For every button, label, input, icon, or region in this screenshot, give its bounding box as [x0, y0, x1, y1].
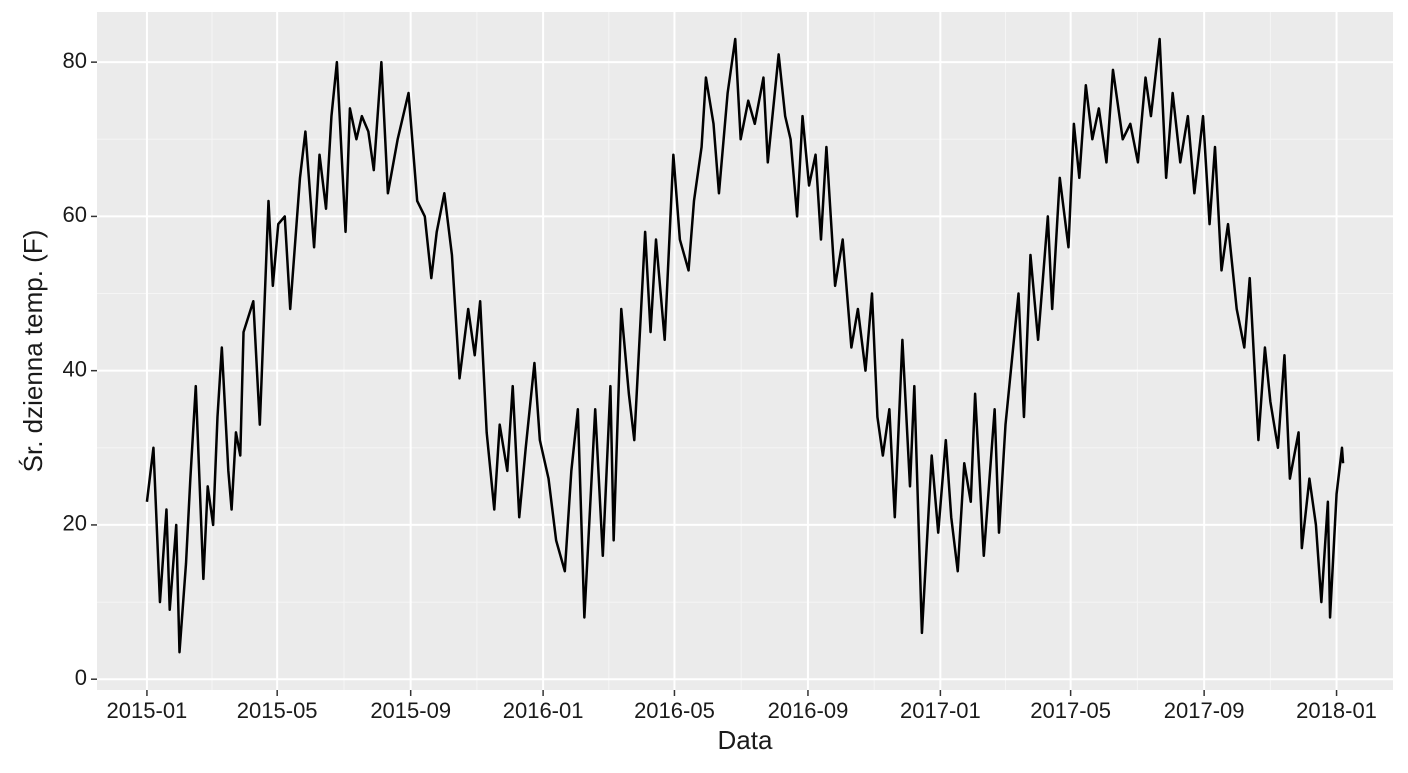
y-tick-label: 40	[63, 356, 87, 381]
x-tick-label: 2016-09	[768, 698, 849, 723]
y-tick-label: 20	[63, 511, 87, 536]
y-tick-label: 80	[63, 48, 87, 73]
y-tick-label: 0	[75, 665, 87, 690]
x-tick-label: 2016-01	[503, 698, 584, 723]
x-tick-label: 2015-09	[370, 698, 451, 723]
x-tick-label: 2017-05	[1030, 698, 1111, 723]
x-tick-label: 2018-01	[1296, 698, 1377, 723]
x-axis-label: Data	[718, 725, 773, 755]
x-tick-label: 2015-05	[237, 698, 318, 723]
data-line	[145, 37, 1345, 654]
x-tick-label: 2017-09	[1164, 698, 1245, 723]
y-tick-label: 60	[63, 202, 87, 227]
x-tick-label: 2016-05	[634, 698, 715, 723]
x-tick-label: 2015-01	[107, 698, 188, 723]
y-axis-label: Śr. dzienna temp. (F)	[18, 230, 48, 473]
x-tick-label: 2017-01	[900, 698, 981, 723]
